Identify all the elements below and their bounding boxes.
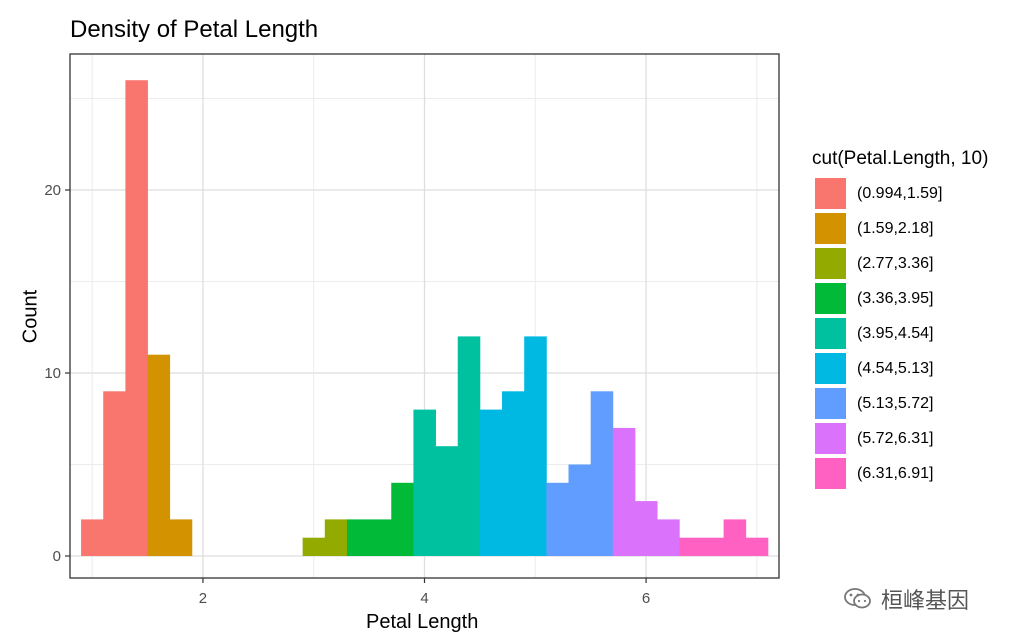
legend-label: (0.994,1.59] xyxy=(857,185,943,202)
x-axis-ticks: 2 4 6 xyxy=(199,578,650,607)
legend-label: (5.72,6.31] xyxy=(857,430,934,447)
legend-swatch xyxy=(815,353,846,384)
legend-label: (1.59,2.18] xyxy=(857,220,934,237)
histogram-bar xyxy=(391,482,414,556)
histogram-bar xyxy=(125,80,148,556)
histogram-bar xyxy=(147,354,171,556)
histogram-bar xyxy=(413,409,436,556)
wechat-icon xyxy=(844,588,871,609)
legend-title: cut(Petal.Length, 10) xyxy=(812,148,989,169)
y-tick-label: 10 xyxy=(44,365,61,382)
legend-swatch xyxy=(815,248,846,279)
legend-label: (5.13,5.72] xyxy=(857,395,934,412)
histogram-bar xyxy=(634,501,658,556)
legend-item: (3.36,3.95] xyxy=(815,283,1005,314)
histogram-bar xyxy=(502,391,525,556)
legend-label: (3.95,4.54] xyxy=(857,325,934,342)
histogram-bar xyxy=(103,391,126,556)
histogram-bar xyxy=(546,482,569,556)
legend-item: (0.994,1.59] xyxy=(815,178,1005,209)
histogram-bar xyxy=(612,427,636,556)
histogram-bar xyxy=(457,336,481,556)
watermark-text: 桓峰基因 xyxy=(881,588,970,613)
legend-label: (6.31,6.91] xyxy=(857,465,934,482)
histogram-bar xyxy=(369,519,392,556)
watermark: 桓峰基因 xyxy=(843,584,969,614)
legend-item: (4.54,5.13] xyxy=(815,353,1005,384)
histogram-bar xyxy=(524,336,547,556)
legend-swatch xyxy=(815,178,846,209)
y-tick-label: 0 xyxy=(53,548,61,565)
histogram-bar xyxy=(435,446,459,556)
x-tick-label: 6 xyxy=(642,590,650,607)
legend-label: (4.54,5.13] xyxy=(857,360,934,377)
legend-swatch xyxy=(815,318,846,349)
chart-title: Density of Petal Length xyxy=(70,16,319,43)
histogram-bar xyxy=(590,391,614,556)
histogram-bar xyxy=(568,464,592,556)
legend-swatch xyxy=(815,423,846,454)
histogram-bar xyxy=(479,409,503,556)
histogram-bar xyxy=(723,519,747,556)
legend-item: (6.31,6.91] xyxy=(815,458,1005,489)
histogram-bars xyxy=(81,80,769,556)
histogram-bar xyxy=(745,537,769,556)
legend-swatch xyxy=(815,388,846,419)
y-axis-label: Count xyxy=(19,289,42,344)
histogram-bar xyxy=(679,537,702,556)
legend-swatch xyxy=(815,213,846,244)
histogram-bar xyxy=(81,519,104,556)
histogram-bar xyxy=(701,537,725,556)
histogram-bar xyxy=(324,519,348,556)
legend-swatch xyxy=(815,458,846,489)
x-tick-label: 4 xyxy=(420,590,428,607)
legend-label: (2.77,3.36] xyxy=(857,255,934,272)
x-axis-label: Petal Length xyxy=(366,611,479,633)
histogram-bar xyxy=(169,519,193,556)
y-tick-label: 20 xyxy=(44,182,61,199)
legend-label: (3.36,3.95] xyxy=(857,290,934,307)
x-tick-label: 2 xyxy=(199,590,207,607)
legend-item: (5.72,6.31] xyxy=(815,423,1005,454)
legend-item: (3.95,4.54] xyxy=(815,318,1005,349)
histogram-bar xyxy=(302,537,326,556)
y-axis-ticks: 0 10 20 xyxy=(44,182,70,565)
legend-swatch xyxy=(815,283,846,314)
legend-item: (2.77,3.36] xyxy=(815,248,1005,279)
legend-item: (1.59,2.18] xyxy=(815,213,1005,244)
histogram-bar xyxy=(346,519,370,556)
legend-item: (5.13,5.72] xyxy=(815,388,1005,419)
histogram-bar xyxy=(657,519,680,556)
